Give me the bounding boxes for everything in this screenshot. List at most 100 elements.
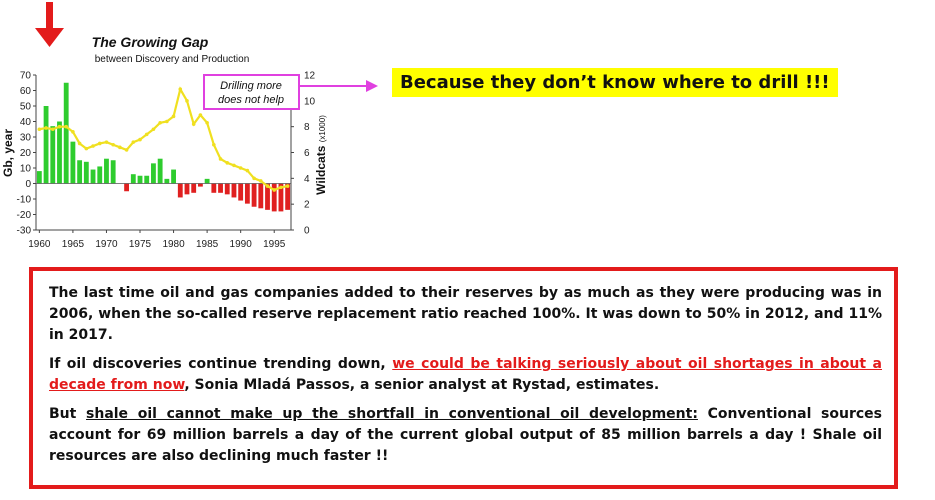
bar-1964 <box>63 82 69 184</box>
bar-1968 <box>90 169 96 184</box>
paragraph-3-end: Conventional sources account for 69 mill… <box>49 406 883 464</box>
bar-1988 <box>224 183 230 195</box>
bar-1961 <box>43 106 49 184</box>
y-tick-label: 0 <box>25 179 31 190</box>
x-axis-ticks: 1960 1965 1970 1975 1980 1985 1990 1995 <box>28 230 286 250</box>
y2-axis-label-unit: (x1000) <box>318 115 327 142</box>
wildcats-point-1989 <box>232 163 236 168</box>
bar-1991 <box>244 183 250 204</box>
wildcats-point-1969 <box>97 141 102 146</box>
bar-1967 <box>83 161 89 184</box>
y-tick-label: 20 <box>20 148 32 159</box>
paragraph-3-start: But <box>49 406 87 422</box>
wildcats-point-1983 <box>191 122 196 126</box>
bar-1973 <box>124 183 130 192</box>
wildcats-point-1975 <box>138 137 142 142</box>
y-tick-label: -30 <box>17 226 32 237</box>
y2-axis-label: Wildcats (x1000) <box>314 115 328 195</box>
chart-title: The Growing Gap <box>92 34 209 50</box>
y2-tick-label: 0 <box>304 226 310 237</box>
bar-1987 <box>218 183 223 193</box>
wildcats-point-1993 <box>259 179 263 183</box>
y-tick-label: 60 <box>20 86 32 97</box>
wildcats-point-1986 <box>212 142 216 147</box>
bar-1993 <box>258 183 264 209</box>
chart-subtitle: between Discovery and Production <box>95 54 250 65</box>
y-tick-label: 40 <box>20 117 32 128</box>
y-tick-label: 30 <box>20 133 32 144</box>
bar-1962 <box>50 126 56 184</box>
magenta-arrow <box>300 80 378 92</box>
y2-tick-label: 8 <box>304 122 310 133</box>
bar-1965 <box>70 141 76 184</box>
annotation-line-1: Drilling more <box>220 80 282 92</box>
bar-1981 <box>177 183 183 198</box>
wildcats-point-1991 <box>245 168 250 173</box>
bar-1979 <box>164 178 170 184</box>
paragraph-3-underlined: shale oil cannot make up the shortfall i… <box>86 406 698 422</box>
wildcats-point-1992 <box>252 176 256 181</box>
bar-1992 <box>251 183 257 207</box>
bar-1977 <box>151 163 156 184</box>
bar-1997 <box>285 183 291 210</box>
y2-tick-label: 6 <box>304 148 310 159</box>
wildcats-point-1967 <box>84 146 89 151</box>
x-tick-label: 1965 <box>62 239 85 250</box>
x-tick-label: 1970 <box>95 239 118 250</box>
bar-1986 <box>211 183 217 193</box>
y2-tick-label: 4 <box>304 174 310 185</box>
growing-gap-chart: The Growing Gap between Discovery and Pr… <box>1 2 378 250</box>
x-tick-label: 1960 <box>28 239 51 250</box>
bar-1960 <box>36 171 42 184</box>
bar-1984 <box>197 183 203 187</box>
bar-1983 <box>191 183 197 193</box>
callout-banner: Because they don’t know where to drill !… <box>392 68 838 97</box>
wildcats-point-1972 <box>118 145 122 150</box>
bar-1966 <box>77 160 83 184</box>
wildcats-point-1987 <box>218 157 223 161</box>
wildcats-point-1979 <box>165 119 169 124</box>
wildcats-point-1973 <box>124 148 129 152</box>
wildcats-point-1971 <box>111 142 115 147</box>
wildcats-point-1997 <box>285 184 290 188</box>
x-tick-label: 1975 <box>129 239 152 250</box>
wildcats-point-1988 <box>225 161 230 165</box>
bar-1996 <box>278 183 284 212</box>
wildcats-point-1974 <box>131 140 136 144</box>
y2-axis-ticks: 0 2 4 6 8 10 12 <box>291 71 316 237</box>
y-tick-label: 10 <box>20 164 32 175</box>
info-text-box: The last time oil and gas companies adde… <box>29 267 898 489</box>
wildcats-point-1996 <box>279 185 283 190</box>
wildcats-point-1976 <box>144 132 149 137</box>
bar-1982 <box>184 183 190 195</box>
red-down-arrow <box>35 2 64 47</box>
plot-area <box>35 75 292 231</box>
y2-tick-label: 10 <box>304 96 316 107</box>
wildcats-point-1980 <box>171 114 176 119</box>
y2-tick-label: 12 <box>304 71 316 82</box>
wildcats-point-1982 <box>185 99 189 103</box>
wildcats-point-1995 <box>272 188 277 192</box>
y-tick-label: 50 <box>20 102 32 113</box>
y-tick-label: 70 <box>20 71 32 82</box>
wildcats-point-1961 <box>44 126 48 130</box>
wildcats-point-1960 <box>37 127 42 132</box>
wildcats-point-1968 <box>91 144 95 148</box>
y2-tick-label: 2 <box>304 200 310 211</box>
annotation-box: Drilling more does not help <box>203 74 300 110</box>
wildcats-point-1994 <box>265 184 270 188</box>
x-tick-label: 1980 <box>162 239 185 250</box>
y-axis-label: Gb, year <box>1 129 15 177</box>
wildcats-point-1978 <box>158 120 162 125</box>
annotation-line-2: does not help <box>218 94 284 106</box>
wildcats-point-1990 <box>238 166 243 170</box>
paragraph-1: The last time oil and gas companies adde… <box>49 285 882 343</box>
x-tick-label: 1985 <box>196 239 219 250</box>
bar-1975 <box>137 175 143 184</box>
wildcats-point-1966 <box>77 141 82 146</box>
wildcats-point-1985 <box>205 120 209 125</box>
bar-1990 <box>238 183 244 201</box>
x-tick-label: 1995 <box>263 239 286 250</box>
bar-1985 <box>204 178 210 184</box>
bar-1989 <box>231 183 237 198</box>
